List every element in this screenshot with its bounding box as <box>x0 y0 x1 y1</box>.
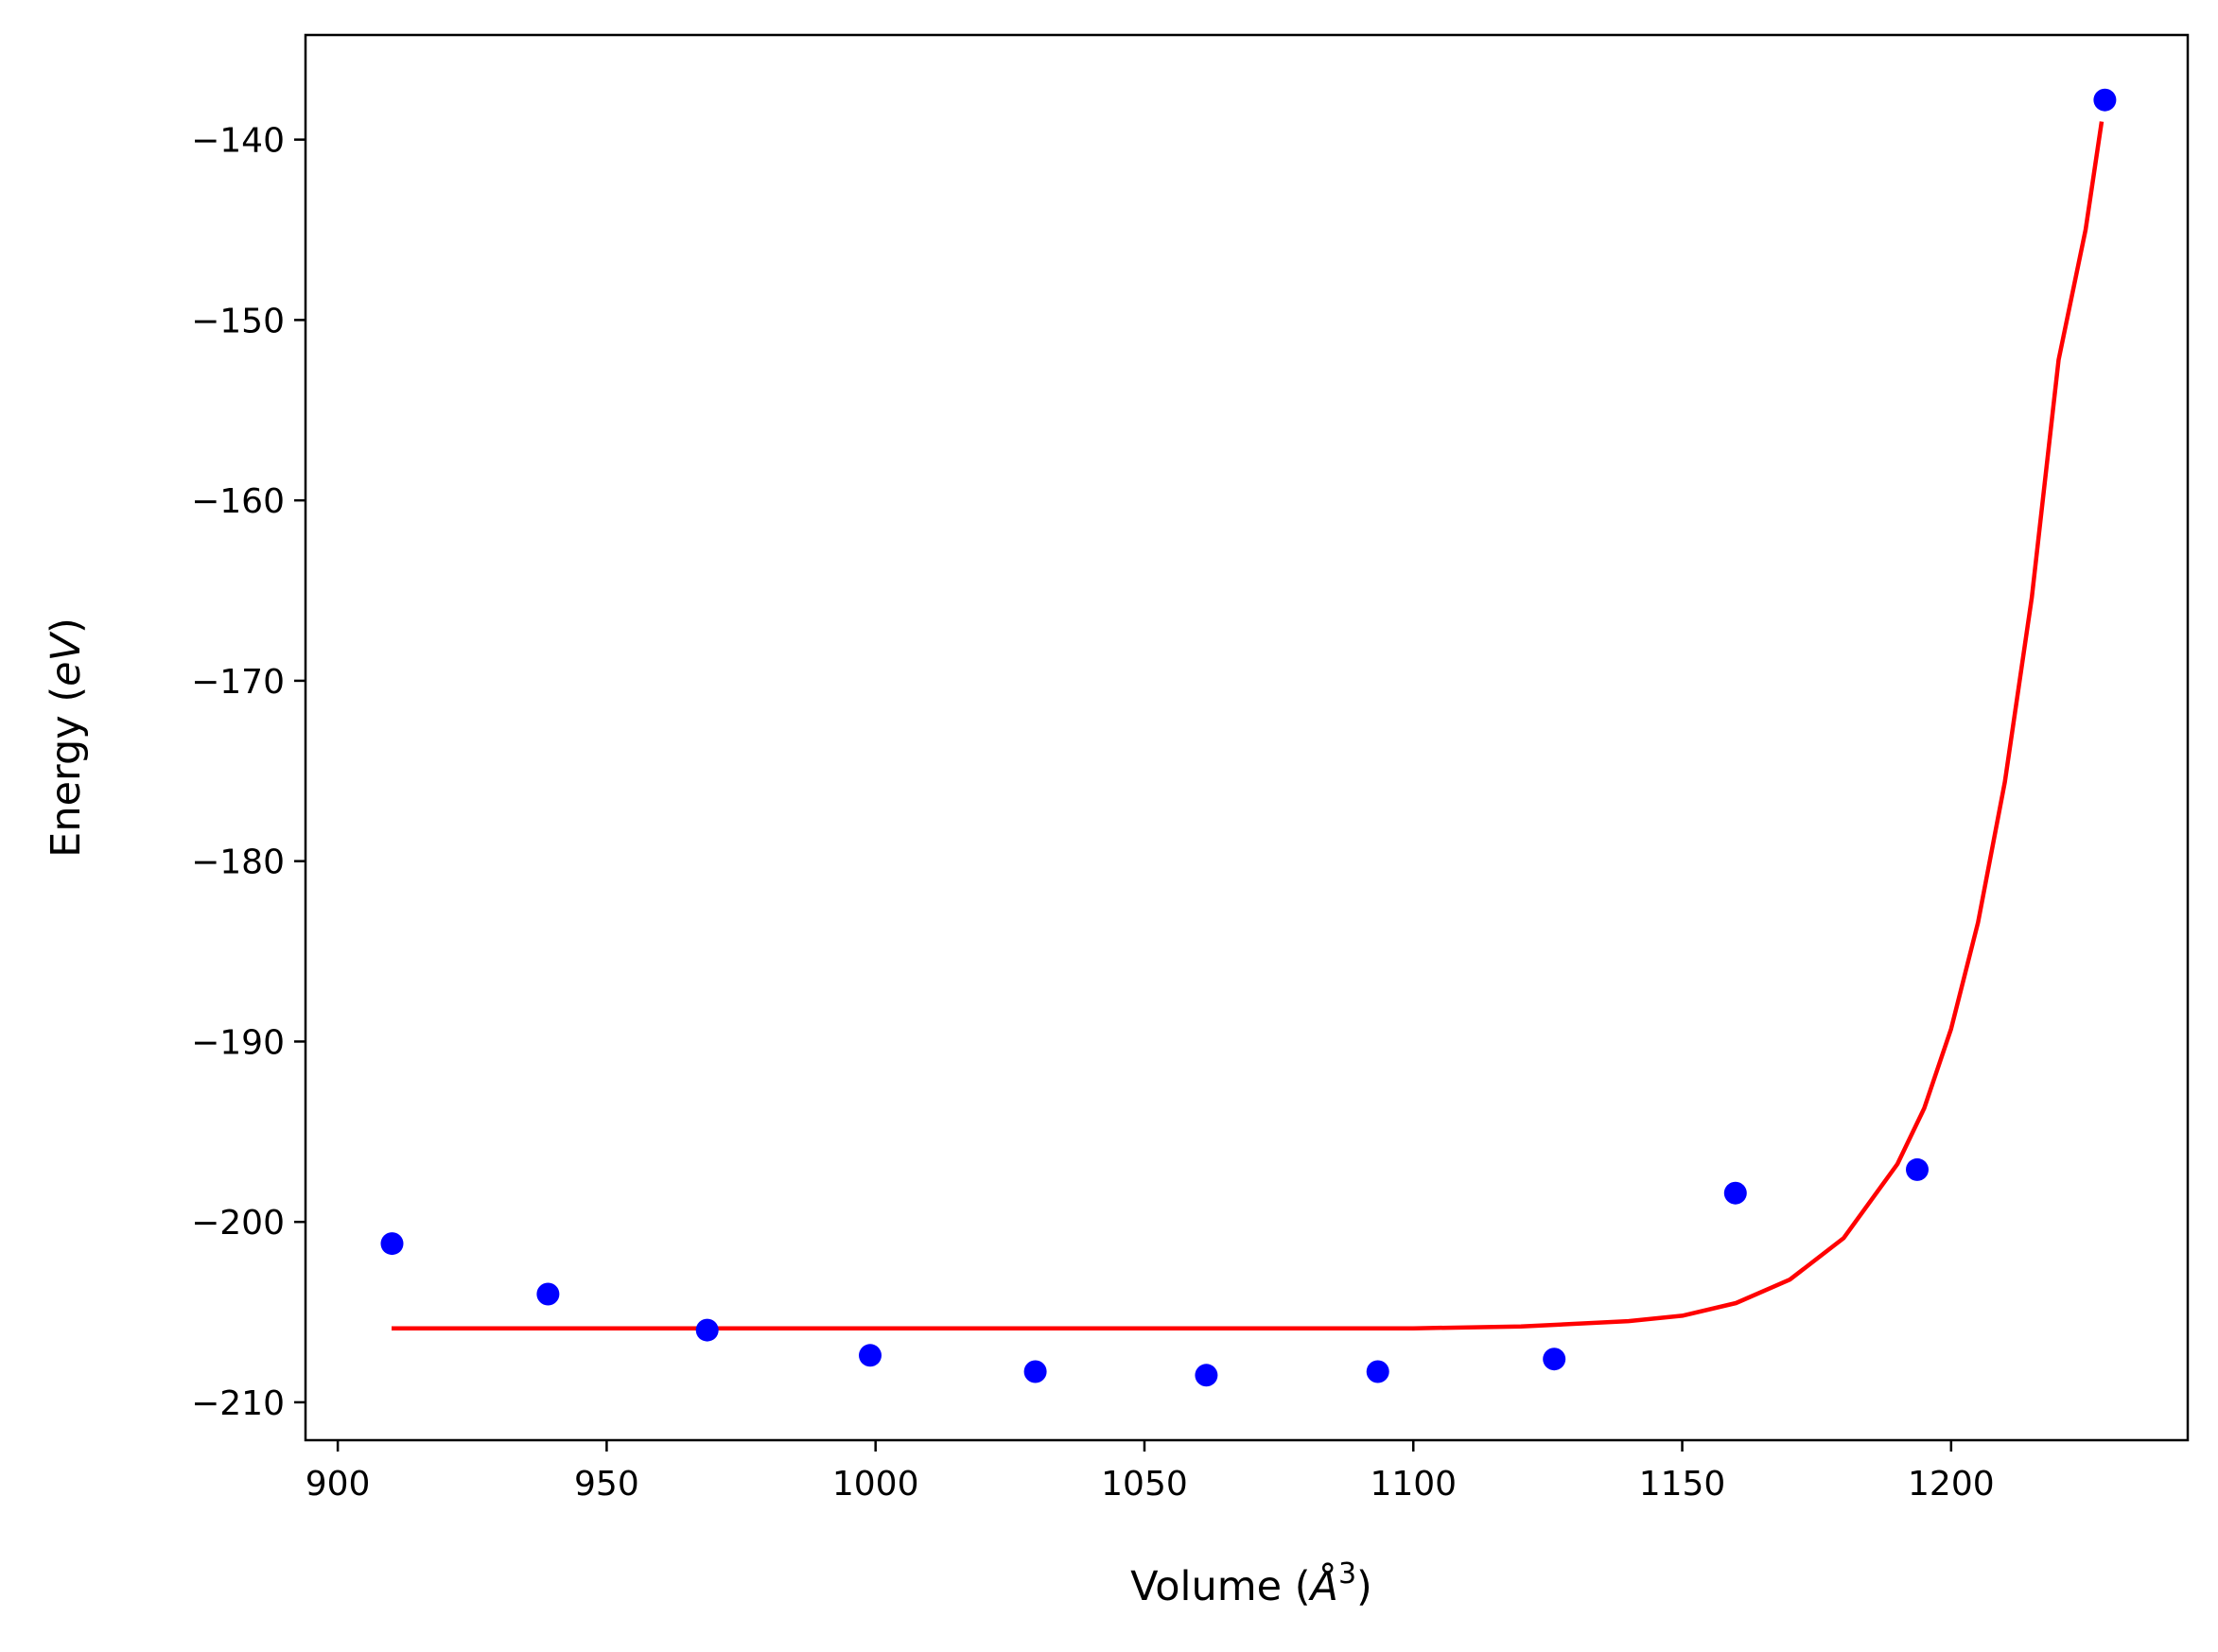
y-tick-label: −200 <box>191 1204 285 1243</box>
data-point <box>1366 1360 1389 1383</box>
x-axis-title-suffix: ) <box>1356 1563 1372 1610</box>
y-tick-label: −150 <box>191 302 285 340</box>
x-tick-label: 1150 <box>1639 1465 1726 1504</box>
x-axis-title: Volume (Å3) <box>1130 1557 1372 1610</box>
y-axis-title-unit: eV <box>43 631 90 686</box>
x-tick-label: 1000 <box>832 1465 919 1504</box>
data-point <box>1543 1348 1566 1371</box>
data-points-layer <box>380 88 2117 1387</box>
y-axis-title-suffix: ) <box>43 617 90 634</box>
data-point <box>1195 1364 1218 1387</box>
y-tick-label: −170 <box>191 663 285 702</box>
fit-curve-layer <box>392 121 2104 1330</box>
x-axis-title-prefix: Volume ( <box>1130 1563 1310 1610</box>
x-axis-title-superscript: 3 <box>1338 1557 1356 1591</box>
x-tick-label: 1200 <box>1908 1465 1995 1504</box>
data-point <box>1906 1157 1929 1181</box>
y-tick-label: −180 <box>191 843 285 882</box>
y-axis-ticks: −140 −150 −160 −170 −180 −190 −200 −210 <box>191 122 306 1423</box>
data-point <box>859 1344 882 1367</box>
x-tick-label: 900 <box>306 1465 371 1504</box>
x-tick-label: 950 <box>574 1465 639 1504</box>
data-point <box>1023 1360 1047 1383</box>
x-tick-label: 1050 <box>1101 1465 1188 1504</box>
y-axis-title-prefix: Energy ( <box>43 687 90 858</box>
data-point <box>695 1318 719 1342</box>
fit-curve <box>392 121 2104 1330</box>
x-axis-ticks: 900 950 1000 1050 1100 1150 1200 <box>306 1440 1995 1504</box>
y-tick-label: −190 <box>191 1023 285 1062</box>
data-point <box>380 1232 404 1256</box>
data-point <box>1723 1181 1747 1205</box>
data-point <box>536 1282 560 1306</box>
y-tick-label: −140 <box>191 122 285 161</box>
plot-frame <box>304 33 2190 1442</box>
x-axis-title-symbol: Å <box>1308 1562 1338 1610</box>
y-tick-label: −160 <box>191 482 285 521</box>
x-tick-label: 1100 <box>1370 1465 1457 1504</box>
y-axis-title: Energy (eV) <box>43 617 90 858</box>
y-tick-label: −210 <box>191 1384 285 1423</box>
data-point <box>2093 88 2117 112</box>
